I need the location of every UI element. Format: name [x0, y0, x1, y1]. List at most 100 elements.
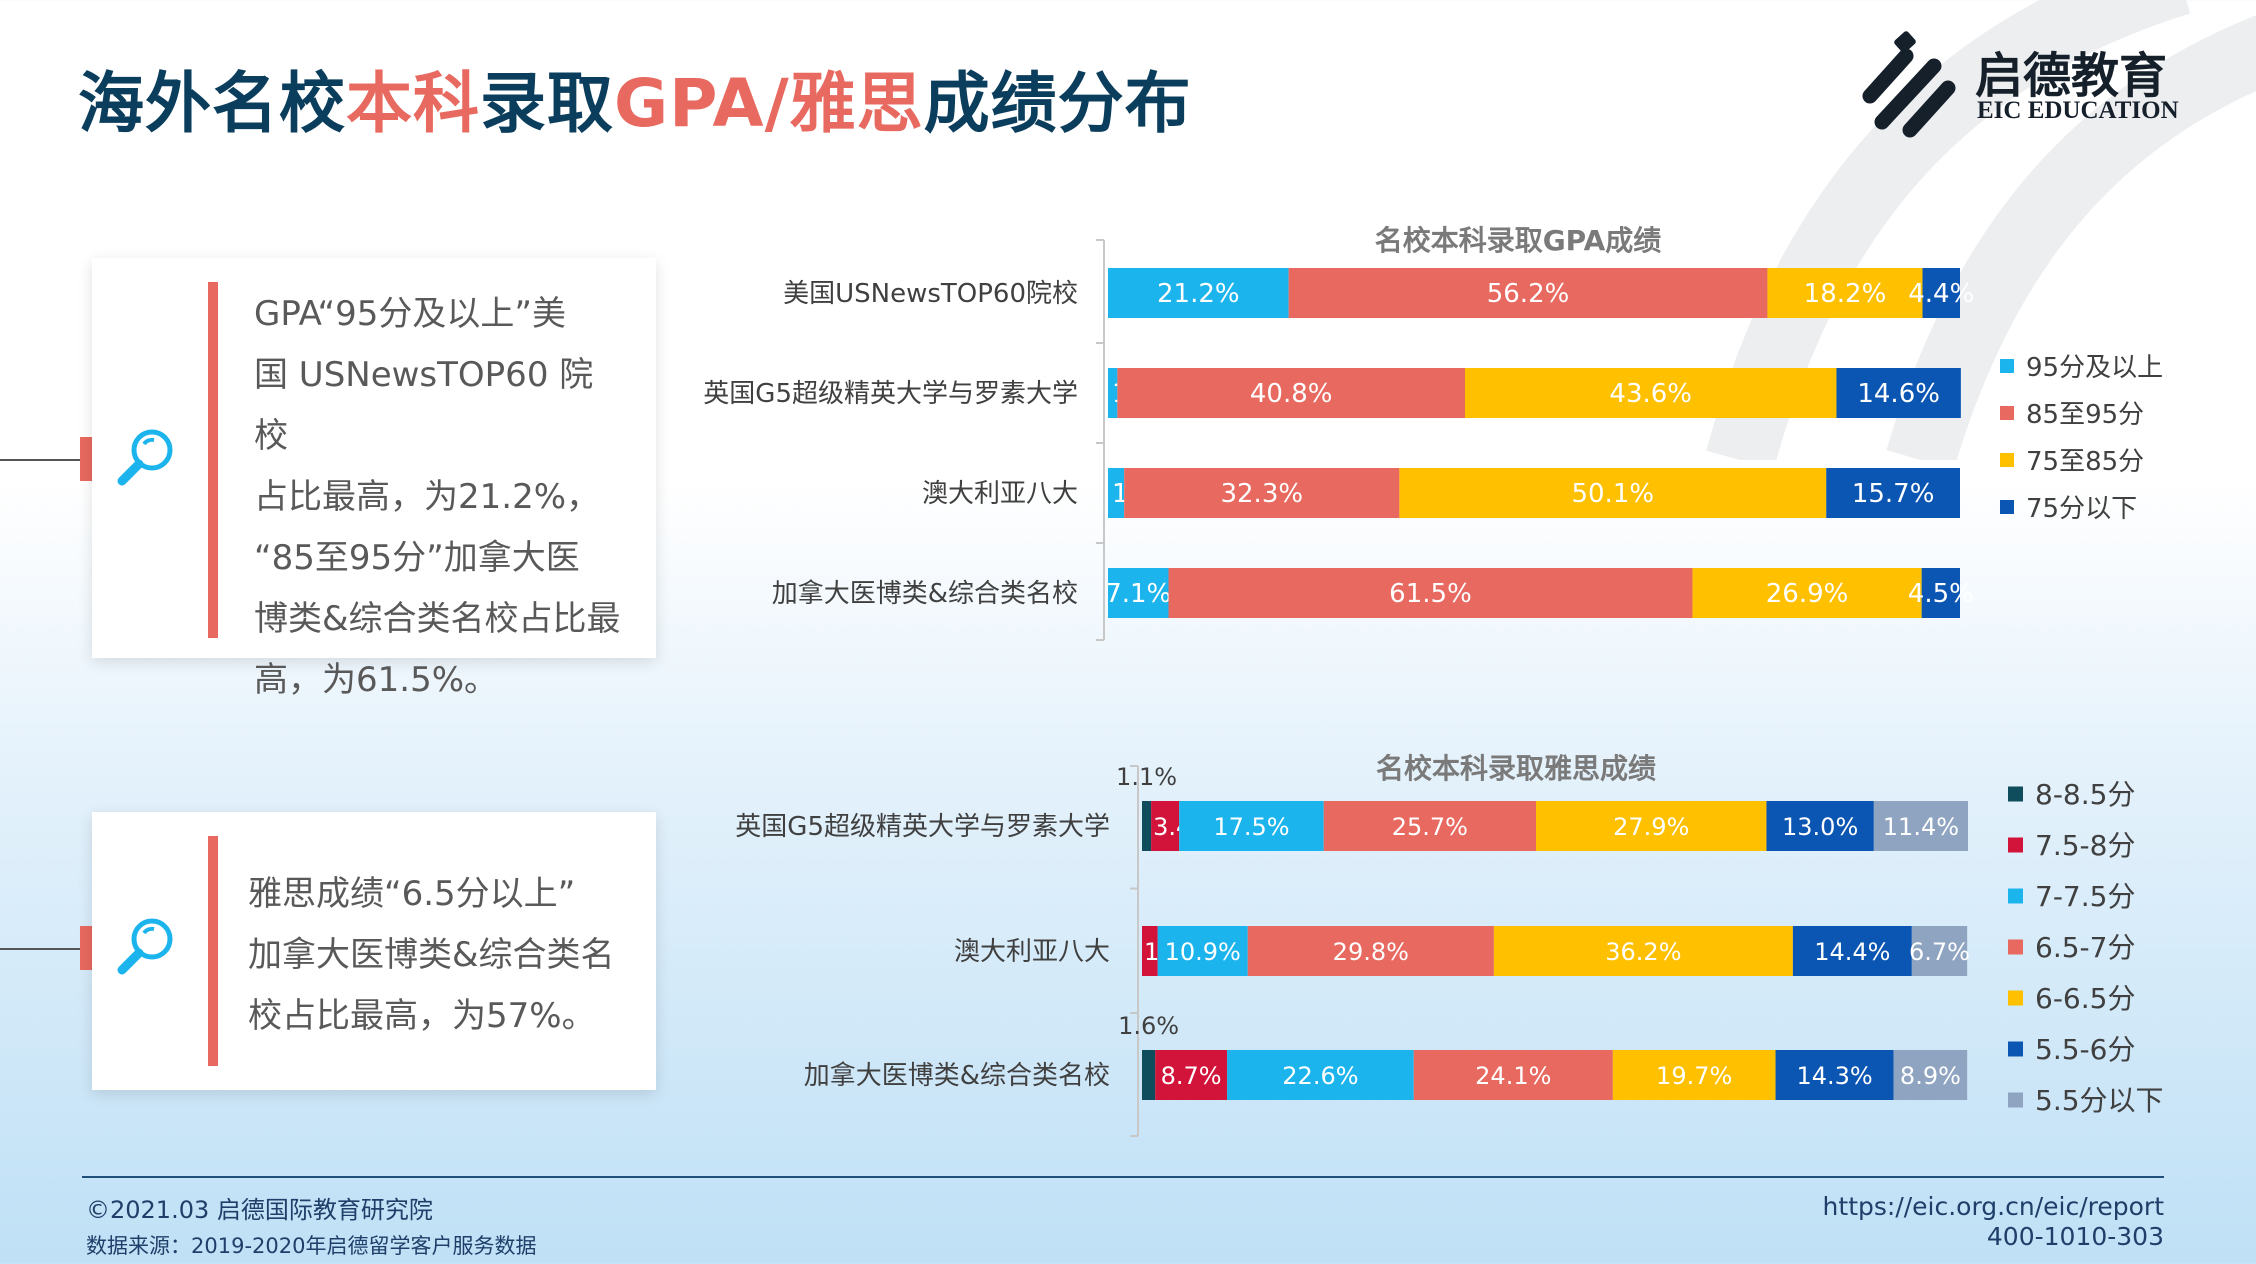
- gpa-callout-text: GPA“95分及以上”美 国 USNewsTOP60 院 校 占比最高，为21.…: [254, 284, 634, 711]
- legend-label: 7-7.5分: [2035, 880, 2135, 913]
- category-label: 加拿大医博类&综合类名校: [772, 579, 1078, 609]
- data-label: 32.3%: [1220, 479, 1303, 509]
- data-label: 7.1%: [1105, 579, 1171, 609]
- callout-line: 占比最高，为21.2%，: [254, 477, 601, 517]
- bar-segment: [1179, 801, 1324, 851]
- callout-accent-bar: [208, 836, 218, 1066]
- callout-connector-line: [0, 948, 80, 950]
- legend-swatch: [2008, 1092, 2023, 1108]
- callout-line: 国 USNewsTOP60 院 校: [254, 355, 594, 456]
- footer-report-link[interactable]: https://eic.org.cn/eic/report: [1822, 1192, 2164, 1221]
- callout-line: 校占比最高，为57%。: [248, 996, 596, 1036]
- legend-label: 7.5-8分: [2035, 829, 2135, 862]
- legend-label: 95分及以上: [2026, 353, 2163, 383]
- bar-segment: [1766, 801, 1874, 851]
- chart-title: 名校本科录取雅思成绩: [1376, 752, 1656, 785]
- bar-segment: [1142, 801, 1152, 851]
- bar-segment: [1108, 568, 1169, 618]
- bar-segment: [1168, 568, 1693, 618]
- page-title: 海外名校本科录取GPA/雅思成绩分布: [78, 50, 1192, 146]
- bar-segment: [1142, 926, 1158, 976]
- data-label: 29.8%: [1333, 938, 1409, 966]
- legend-swatch: [2008, 1041, 2023, 1057]
- bar-segment: [1767, 268, 1923, 318]
- footer-divider: [82, 1176, 2164, 1178]
- legend-label: 6.5-7分: [2035, 931, 2135, 964]
- callout-accent-bar: [208, 282, 218, 638]
- data-label: 4.4%: [1908, 279, 1974, 309]
- bar-segment: [1399, 468, 1827, 518]
- legend-swatch: [2000, 359, 2014, 373]
- data-label: 13.0%: [1782, 813, 1858, 841]
- legend-label: 5.5分以下: [2035, 1084, 2164, 1117]
- legend-label: 5.5-6分: [2035, 1033, 2135, 1066]
- bar-segment: [1108, 268, 1289, 318]
- eic-logo-icon: [1862, 31, 1956, 138]
- bar-segment: [1692, 568, 1922, 618]
- bar-segment: [1464, 368, 1837, 418]
- category-label: 美国USNewsTOP60院校: [783, 279, 1078, 309]
- bar-segment: [1155, 1050, 1228, 1100]
- logo-text-en: EIC EDUCATION: [1977, 97, 2179, 124]
- data-label: 50.1%: [1572, 479, 1655, 509]
- data-label: 40.8%: [1250, 379, 1333, 409]
- callout-line: 博类&综合类名校占比最: [254, 599, 621, 639]
- bar-segment: [1108, 468, 1125, 518]
- bar-segment: [1124, 468, 1400, 518]
- data-label: 43.6%: [1609, 379, 1692, 409]
- bar-segment: [1792, 926, 1912, 976]
- data-label: 21.2%: [1157, 279, 1240, 309]
- bar-segment: [1911, 926, 1968, 976]
- data-label: 36.2%: [1605, 938, 1681, 966]
- footer-data-source: 数据来源：2019-2020年启德留学客户服务数据: [86, 1234, 537, 1258]
- magnifier-icon: [117, 918, 173, 975]
- data-label: 18.2%: [1804, 279, 1887, 309]
- bar-segment: [1117, 368, 1465, 418]
- bar-segment: [1157, 926, 1248, 976]
- logo-text-cn: 启德教育: [1975, 48, 2168, 104]
- bar-segment: [1493, 926, 1793, 976]
- bar-segment: [1873, 801, 1968, 851]
- ielts-callout-text: 雅思成绩“6.5分以上” 加拿大医博类&综合类名 校占比最高，为57%。: [248, 864, 638, 1047]
- callout-connector-line: [0, 459, 80, 461]
- title-part-4: GPA/雅思: [614, 65, 924, 142]
- bar-segment: [1921, 568, 1960, 618]
- title-part-5: 成绩分布: [923, 65, 1192, 142]
- data-label: 10.9%: [1165, 938, 1241, 966]
- data-label: 19.7%: [1656, 1062, 1732, 1090]
- title-part-3: 录取: [480, 65, 614, 142]
- category-label: 加拿大医博类&综合类名校: [804, 1061, 1110, 1091]
- bar-segment: [1288, 268, 1768, 318]
- bar-segment: [1247, 926, 1494, 976]
- data-label: 6.7%: [1909, 938, 1970, 966]
- data-label: 14.3%: [1796, 1062, 1872, 1090]
- footer-phone: 400-1010-303: [1986, 1222, 2164, 1251]
- callout-line: 加拿大医博类&综合类名: [248, 935, 615, 975]
- callout-line: 高，为61.5%。: [254, 660, 499, 700]
- data-label: 14.6%: [1857, 379, 1940, 409]
- bar-segment: [1108, 368, 1118, 418]
- bar-segment: [1826, 468, 1960, 518]
- data-label: 22.6%: [1282, 1062, 1358, 1090]
- bar-segment: [1323, 801, 1537, 851]
- legend-swatch: [2000, 453, 2014, 467]
- bar-segment: [1536, 801, 1767, 851]
- data-label: 17.5%: [1213, 813, 1289, 841]
- bar-segment: [1413, 1050, 1613, 1100]
- data-label: 1.1%: [1116, 763, 1177, 791]
- footer-copyright: ©2021.03 启德国际教育研究院: [86, 1196, 433, 1224]
- gpa-callout-card: GPA“95分及以上”美 国 USNewsTOP60 院 校 占比最高，为21.…: [92, 258, 656, 700]
- data-label: 26.9%: [1766, 579, 1849, 609]
- ielts-callout-card: 雅思成绩“6.5分以上” 加拿大医博类&综合类名 校占比最高，为57%。: [92, 812, 656, 1090]
- data-label: 15.7%: [1852, 479, 1935, 509]
- bar-segment: [1227, 1050, 1414, 1100]
- data-label: 8.7%: [1161, 1062, 1222, 1090]
- category-label: 英国G5超级精英大学与罗素大学: [735, 812, 1110, 842]
- category-label: 澳大利亚八大: [922, 479, 1078, 509]
- data-label: 11.4%: [1883, 813, 1959, 841]
- title-part-2: 本科: [346, 65, 480, 142]
- callout-line: “85至95分”加拿大医: [254, 538, 580, 578]
- legend-swatch: [2000, 500, 2014, 514]
- legend-swatch: [2008, 990, 2023, 1006]
- legend-label: 8-8.5分: [2035, 778, 2135, 811]
